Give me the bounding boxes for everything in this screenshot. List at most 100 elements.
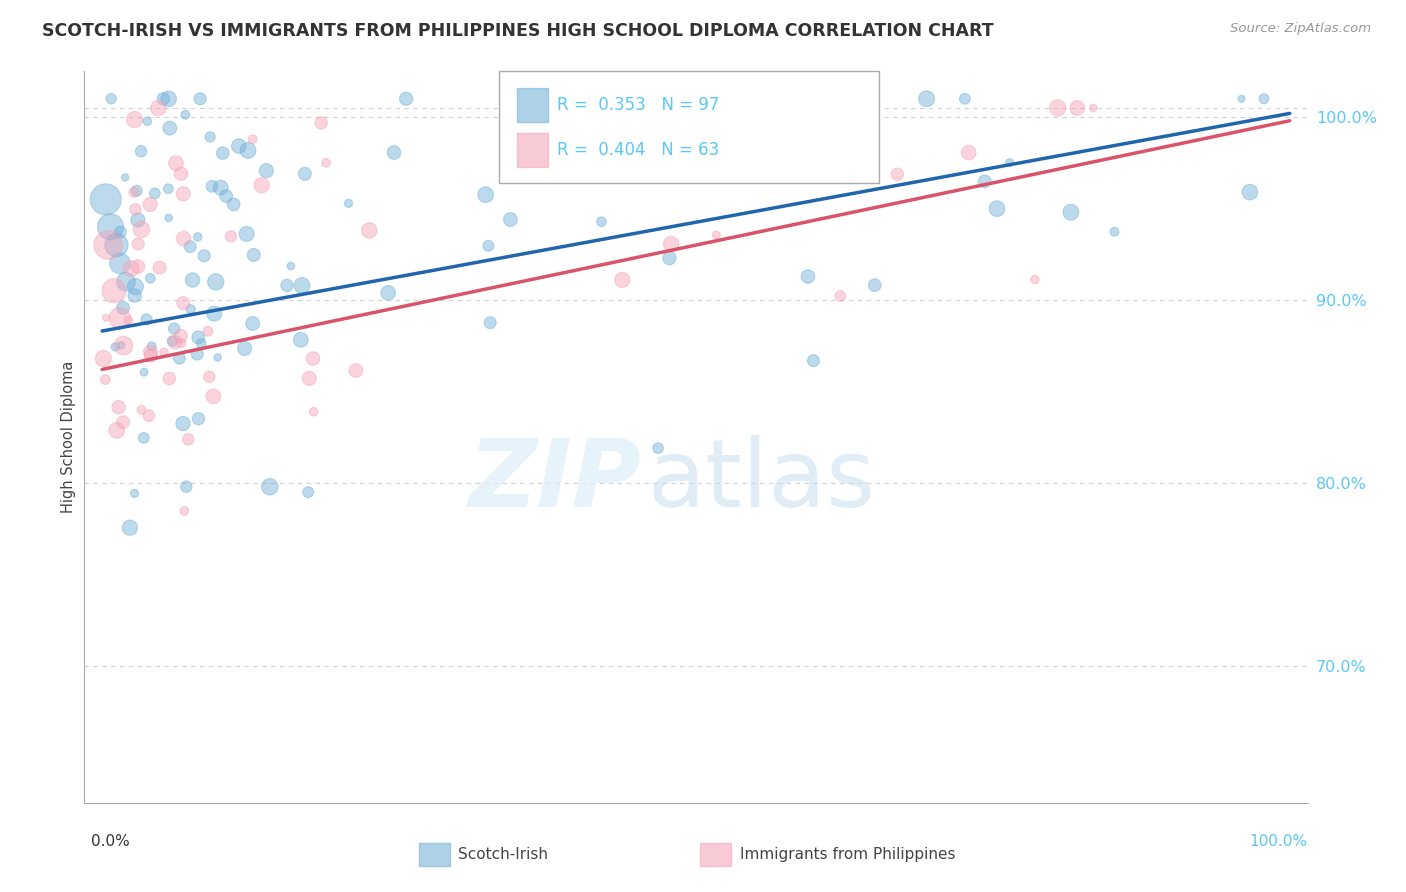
- Point: [124, 279, 146, 293]
- Point: [1083, 101, 1105, 115]
- Point: [219, 229, 242, 244]
- Point: [591, 215, 613, 229]
- Point: [125, 184, 148, 198]
- Text: 100.0%: 100.0%: [1250, 834, 1308, 849]
- Y-axis label: High School Diploma: High School Diploma: [60, 361, 76, 513]
- Point: [291, 278, 314, 293]
- Point: [202, 307, 225, 321]
- Point: [108, 311, 131, 326]
- Point: [250, 178, 273, 193]
- Point: [209, 180, 232, 194]
- Point: [915, 92, 938, 106]
- Text: R =  0.404   N = 63: R = 0.404 N = 63: [557, 141, 718, 159]
- Point: [110, 225, 132, 239]
- Text: ZIP: ZIP: [468, 435, 641, 527]
- Point: [509, 148, 531, 162]
- Point: [1230, 92, 1253, 106]
- Point: [186, 347, 208, 361]
- Point: [1046, 101, 1069, 115]
- Point: [499, 212, 522, 227]
- Point: [953, 92, 976, 106]
- Point: [112, 415, 135, 429]
- Point: [118, 521, 141, 535]
- Point: [176, 480, 198, 494]
- Text: atlas: atlas: [647, 435, 876, 527]
- Point: [201, 179, 224, 194]
- Point: [811, 160, 834, 174]
- Point: [100, 219, 122, 234]
- Point: [986, 202, 1008, 216]
- Point: [242, 317, 264, 331]
- Point: [235, 227, 257, 241]
- Point: [139, 271, 162, 285]
- Point: [131, 402, 153, 417]
- Point: [100, 92, 122, 106]
- Point: [157, 92, 180, 106]
- Point: [172, 296, 194, 310]
- Point: [131, 222, 153, 236]
- Point: [280, 259, 302, 273]
- Point: [173, 504, 195, 518]
- Text: Source: ZipAtlas.com: Source: ZipAtlas.com: [1230, 22, 1371, 36]
- Point: [803, 353, 825, 368]
- Point: [103, 284, 125, 298]
- Point: [93, 351, 115, 366]
- Point: [148, 260, 170, 275]
- Point: [94, 192, 117, 206]
- Point: [474, 187, 496, 202]
- Point: [242, 248, 264, 262]
- Point: [135, 312, 157, 326]
- Point: [233, 342, 256, 356]
- Point: [124, 288, 146, 302]
- Point: [198, 129, 221, 144]
- Point: [1104, 225, 1126, 239]
- Point: [153, 345, 176, 359]
- Point: [659, 237, 682, 252]
- Point: [679, 148, 702, 162]
- Point: [797, 269, 820, 284]
- Point: [139, 349, 162, 363]
- Point: [177, 432, 200, 446]
- Point: [290, 333, 312, 347]
- Point: [973, 174, 995, 188]
- Point: [886, 167, 908, 181]
- Point: [1060, 205, 1083, 219]
- Point: [302, 405, 325, 419]
- Point: [1239, 185, 1261, 199]
- Point: [159, 121, 181, 136]
- Point: [165, 156, 187, 170]
- Point: [132, 431, 155, 445]
- Point: [174, 108, 197, 122]
- Point: [315, 156, 337, 170]
- Point: [187, 330, 209, 344]
- Point: [228, 139, 250, 153]
- Point: [769, 101, 792, 115]
- Point: [138, 409, 160, 423]
- Point: [704, 227, 727, 242]
- Point: [190, 336, 212, 351]
- Point: [143, 186, 166, 201]
- Point: [148, 101, 170, 115]
- Point: [259, 480, 281, 494]
- Point: [395, 92, 418, 106]
- Point: [112, 301, 135, 315]
- Point: [359, 223, 381, 237]
- Point: [124, 486, 146, 500]
- Point: [297, 485, 319, 500]
- Point: [215, 189, 238, 203]
- Point: [302, 351, 325, 366]
- Point: [555, 92, 578, 106]
- Point: [211, 146, 233, 161]
- Point: [830, 289, 852, 303]
- Point: [294, 167, 316, 181]
- Point: [127, 260, 149, 274]
- Point: [162, 334, 184, 348]
- Point: [1024, 272, 1046, 286]
- Point: [94, 310, 117, 325]
- Point: [344, 363, 367, 377]
- Point: [202, 389, 225, 403]
- Point: [242, 132, 264, 146]
- Point: [179, 239, 201, 253]
- Point: [124, 112, 146, 127]
- Point: [863, 278, 886, 293]
